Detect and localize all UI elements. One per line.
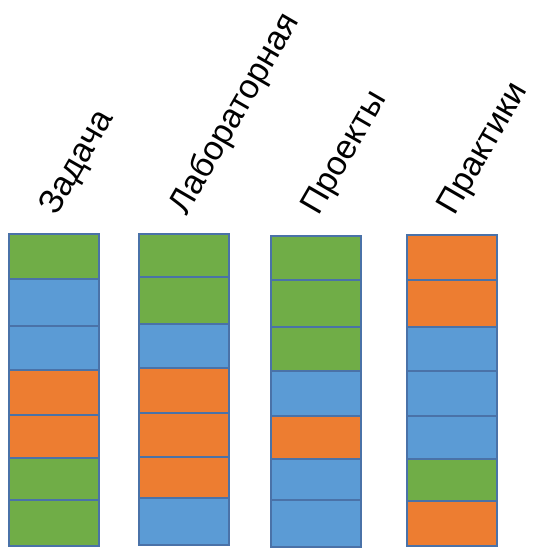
cell-orange: [272, 417, 360, 460]
column-label: Проекты: [292, 82, 394, 220]
cell-green: [408, 460, 496, 502]
cell-orange: [408, 236, 496, 281]
cell-blue: [272, 460, 360, 501]
cell-blue: [272, 372, 360, 417]
cell-stack: [406, 234, 498, 547]
column-label: Практики: [428, 74, 535, 220]
cell-blue: [10, 327, 98, 371]
cell-stack: [138, 233, 230, 546]
cell-orange: [140, 458, 228, 499]
cell-orange: [140, 369, 228, 414]
cell-green: [10, 501, 98, 545]
cell-green: [140, 235, 228, 278]
cell-blue: [408, 328, 496, 372]
column-label: Задача: [30, 102, 121, 220]
cell-green: [272, 328, 360, 372]
cell-blue: [408, 417, 496, 460]
cell-orange: [10, 371, 98, 416]
cell-green: [10, 235, 98, 280]
cell-orange: [10, 416, 98, 459]
cell-blue: [140, 499, 228, 544]
column-label: Лабораторная: [160, 5, 307, 221]
cell-blue: [408, 372, 496, 417]
cell-orange: [408, 281, 496, 328]
cell-blue: [10, 280, 98, 327]
cell-orange: [408, 502, 496, 545]
cell-orange: [140, 414, 228, 458]
cell-green: [272, 237, 360, 281]
cell-stack: [270, 235, 362, 548]
cell-blue: [272, 501, 360, 546]
cell-green: [272, 281, 360, 328]
cell-blue: [140, 325, 228, 369]
cell-green: [10, 459, 98, 501]
cell-stack: [8, 233, 100, 547]
cell-green: [140, 278, 228, 325]
